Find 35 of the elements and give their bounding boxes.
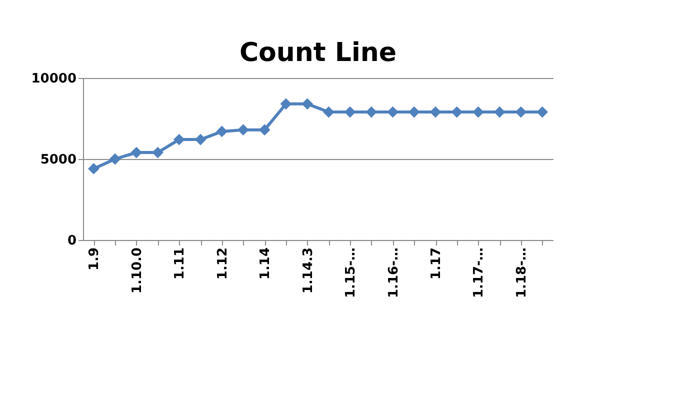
x-tick-label: 1.17-… <box>472 248 487 298</box>
point <box>515 106 527 118</box>
point <box>387 106 398 118</box>
x-tick-label: 1.11 <box>172 248 188 280</box>
x-tick-label: 1.18-… <box>514 248 530 298</box>
point <box>152 146 164 158</box>
point <box>280 98 292 110</box>
x-tick-label: 1.17 <box>429 248 444 280</box>
x-tick-label: 1.14.3 <box>300 248 316 294</box>
point <box>258 124 270 136</box>
x-tick-label: 1.12 <box>215 248 230 280</box>
point <box>344 106 356 118</box>
point <box>88 163 100 174</box>
x-tick-label: 1.15-… <box>344 248 359 298</box>
y-tick-label: 5000 <box>40 152 76 168</box>
point <box>109 153 121 165</box>
point <box>173 134 185 146</box>
point <box>472 106 484 118</box>
y-tick-label: 10000 <box>31 72 76 86</box>
point <box>322 106 334 118</box>
point <box>194 134 206 146</box>
x-tick-label: 1.14 <box>258 248 274 280</box>
point <box>536 106 548 118</box>
point <box>430 106 442 118</box>
x-tick-label: 1.10.0 <box>130 248 145 294</box>
x-tick-label: 1.9 <box>87 248 102 271</box>
point <box>302 98 314 110</box>
point <box>494 106 506 118</box>
x-tick-label: 1.16-… <box>386 248 402 298</box>
point <box>238 124 249 136</box>
point <box>216 126 228 138</box>
y-tick-label: 0 <box>67 234 76 248</box>
point <box>130 146 142 158</box>
chart-title: Count Line <box>239 38 397 68</box>
point <box>366 106 378 118</box>
